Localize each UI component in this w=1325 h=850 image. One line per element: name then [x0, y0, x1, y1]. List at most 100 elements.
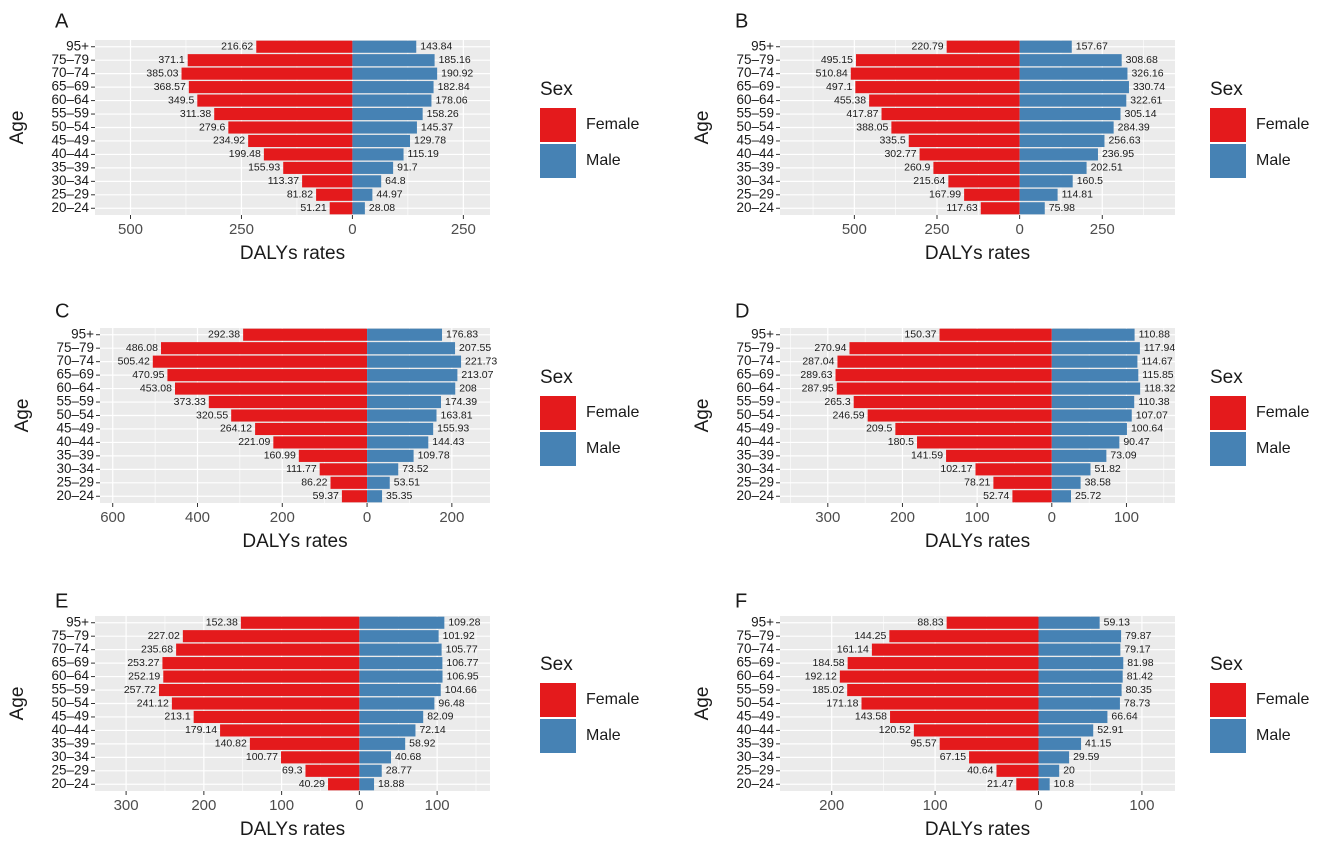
female-data-label: 144.25 — [854, 630, 886, 642]
female-data-label: 486.08 — [126, 342, 158, 354]
female-data-label: 279.6 — [199, 121, 225, 133]
age-tick-label: 45–49 — [51, 133, 89, 148]
panel-D: D 52.74 25.72 20–24 78.21 38.58 25–29 102.17 51.… — [692, 300, 1309, 552]
female-bar — [847, 657, 1039, 670]
female-data-label: 289.63 — [800, 369, 832, 381]
female-bar — [330, 476, 368, 489]
male-data-label: 58.92 — [409, 738, 435, 750]
age-tick-label: 55–59 — [51, 106, 89, 121]
female-bar — [939, 737, 1039, 750]
female-bar — [248, 134, 353, 148]
female-bar — [174, 382, 368, 395]
female-data-label: 67.15 — [940, 751, 966, 763]
male-bar — [367, 490, 383, 503]
male-data-label: 28.77 — [386, 765, 412, 777]
x-tick-label: 100 — [965, 509, 990, 526]
female-data-label: 371.1 — [158, 54, 184, 66]
female-bar — [871, 643, 1039, 656]
male-data-label: 106.77 — [446, 657, 478, 669]
age-tick-label: 40–44 — [736, 722, 774, 737]
age-tick-label: 70–74 — [56, 353, 94, 368]
age-tick-label: 50–54 — [51, 119, 89, 134]
female-bar — [855, 54, 1020, 67]
male-bar — [1019, 107, 1121, 121]
female-bar — [836, 382, 1052, 395]
female-bar — [869, 94, 1020, 107]
y-axis-title: Age — [692, 687, 713, 721]
male-data-label: 44.97 — [376, 189, 402, 201]
male-bar — [1051, 409, 1132, 422]
female-bar — [329, 202, 353, 215]
female-bar — [939, 328, 1052, 341]
age-tick-label: 65–69 — [51, 79, 89, 94]
female-data-label: 95.57 — [910, 738, 936, 750]
male-data-label: 51.82 — [1094, 463, 1120, 475]
male-data-label: 40.68 — [395, 751, 421, 763]
legend-label-female: Female — [586, 691, 639, 708]
legend-swatch-female — [540, 683, 576, 717]
legend: Sex Female Male — [1210, 654, 1309, 753]
male-data-label: 155.93 — [437, 423, 469, 435]
male-data-label: 110.88 — [1139, 329, 1170, 341]
age-tick-label: 60–64 — [51, 668, 89, 683]
male-bar — [359, 630, 439, 643]
female-data-label: 113.37 — [268, 175, 299, 187]
female-data-label: 257.72 — [124, 684, 156, 696]
female-data-label: 199.48 — [229, 148, 261, 160]
female-bar — [996, 764, 1039, 777]
female-bar — [240, 616, 360, 629]
male-data-label: 163.81 — [441, 409, 473, 421]
male-bar — [352, 67, 438, 80]
female-data-label: 120.52 — [879, 724, 911, 736]
x-axis-title: DALYs rates — [240, 243, 345, 264]
age-tick-label: 20–24 — [736, 488, 774, 503]
x-tick-label: 250 — [1090, 221, 1115, 238]
female-data-label: 287.04 — [802, 355, 834, 367]
female-bar — [188, 81, 353, 94]
x-axis-title: DALYs rates — [925, 531, 1030, 552]
male-data-label: 114.81 — [1062, 189, 1093, 201]
age-tick-label: 70–74 — [736, 353, 774, 368]
male-data-label: 80.35 — [1126, 684, 1152, 696]
female-data-label: 102.17 — [940, 463, 972, 475]
male-bar — [1051, 422, 1127, 436]
female-data-label: 152.38 — [206, 617, 238, 629]
female-data-label: 264.12 — [220, 423, 252, 435]
male-bar — [1051, 369, 1139, 382]
female-bar — [980, 202, 1020, 215]
male-data-label: 73.09 — [1110, 450, 1136, 462]
age-tick-label: 25–29 — [736, 186, 774, 201]
male-data-label: 208 — [459, 382, 477, 394]
female-data-label: 161.14 — [837, 643, 869, 655]
legend-title: Sex — [540, 367, 573, 388]
age-tick-label: 40–44 — [56, 434, 94, 449]
female-data-label: 253.27 — [127, 657, 159, 669]
male-bar — [1051, 342, 1140, 355]
legend-swatch-female — [1210, 396, 1246, 430]
legend: Sex Female Male — [540, 367, 639, 466]
legend-title: Sex — [1210, 367, 1243, 388]
female-bar — [919, 148, 1020, 161]
age-tick-label: 40–44 — [51, 722, 89, 737]
x-tick-label: 200 — [191, 797, 216, 814]
male-data-label: 160.5 — [1077, 175, 1103, 187]
x-tick-label: 100 — [1114, 509, 1139, 526]
panel-letter: C — [55, 300, 69, 322]
legend-swatch-male — [540, 719, 576, 753]
age-tick-label: 95+ — [751, 614, 774, 629]
female-bar — [256, 40, 353, 53]
female-bar — [917, 436, 1052, 449]
age-tick-label: 45–49 — [51, 709, 89, 724]
male-bar — [352, 121, 417, 134]
male-data-label: 38.58 — [1085, 477, 1111, 489]
panel-F: F 21.47 10.8 20–24 40.64 20 25–29 67.15 29.59 30–… — [692, 590, 1309, 840]
age-tick-label: 75–79 — [736, 340, 774, 355]
age-tick-label: 60–64 — [736, 380, 774, 395]
male-bar — [1051, 436, 1120, 449]
male-bar — [1038, 737, 1082, 750]
age-tick-label: 65–69 — [51, 655, 89, 670]
female-data-label: 111.77 — [286, 463, 317, 475]
male-bar — [359, 643, 442, 656]
female-data-label: 59.37 — [313, 490, 339, 502]
